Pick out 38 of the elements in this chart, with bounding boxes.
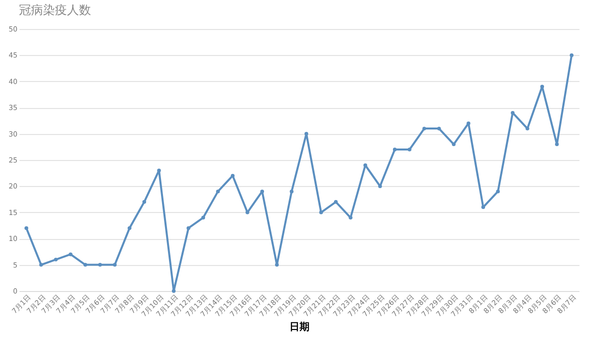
point — [112, 262, 117, 267]
point — [68, 252, 72, 256]
point — [363, 163, 368, 168]
point — [392, 148, 397, 152]
point — [348, 216, 352, 220]
point — [260, 190, 264, 194]
point — [201, 216, 206, 220]
point — [230, 174, 235, 178]
point — [275, 262, 279, 267]
point — [319, 210, 323, 214]
point — [570, 53, 574, 58]
point — [39, 262, 43, 267]
point — [172, 289, 176, 293]
point — [555, 142, 559, 146]
point — [157, 168, 161, 172]
point — [334, 200, 338, 204]
point — [408, 148, 412, 152]
point — [422, 126, 426, 130]
point — [54, 258, 58, 262]
point — [510, 110, 515, 115]
point — [216, 190, 220, 194]
point — [186, 226, 190, 230]
point — [24, 226, 28, 230]
point — [142, 200, 146, 204]
point — [304, 132, 308, 136]
point — [83, 262, 88, 267]
chart-title: 冠病染疫人数 — [19, 3, 91, 17]
point — [526, 126, 530, 130]
point — [128, 226, 132, 230]
point — [496, 190, 500, 194]
x-axis-title: 日期 — [290, 320, 310, 333]
point — [246, 210, 250, 214]
point — [290, 190, 294, 194]
point — [98, 262, 102, 267]
point — [466, 121, 470, 126]
point — [437, 126, 441, 130]
point — [452, 142, 456, 146]
point — [481, 205, 486, 210]
